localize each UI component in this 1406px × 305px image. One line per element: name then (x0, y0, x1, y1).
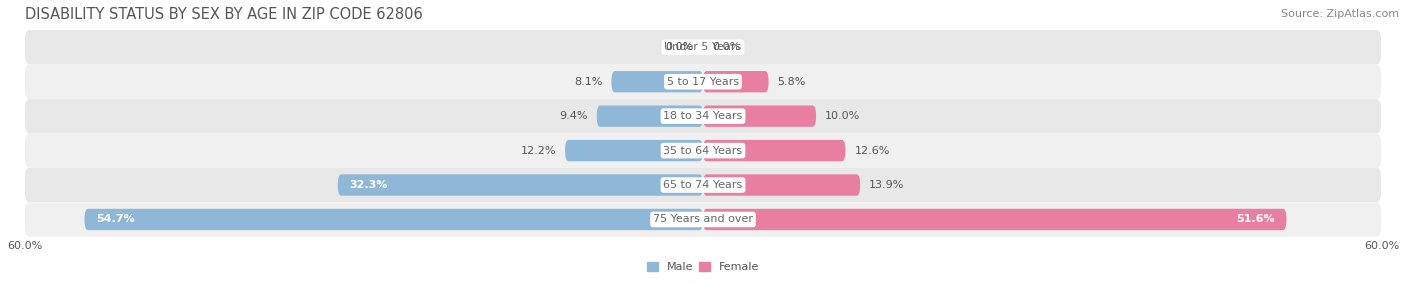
Text: 12.2%: 12.2% (520, 145, 555, 156)
FancyBboxPatch shape (84, 209, 703, 230)
Text: 12.6%: 12.6% (855, 145, 890, 156)
Legend: Male, Female: Male, Female (643, 258, 763, 277)
Text: 5 to 17 Years: 5 to 17 Years (666, 77, 740, 87)
FancyBboxPatch shape (596, 106, 703, 127)
Text: 9.4%: 9.4% (560, 111, 588, 121)
Text: DISABILITY STATUS BY SEX BY AGE IN ZIP CODE 62806: DISABILITY STATUS BY SEX BY AGE IN ZIP C… (24, 7, 422, 22)
Text: 65 to 74 Years: 65 to 74 Years (664, 180, 742, 190)
Text: 0.0%: 0.0% (711, 42, 741, 52)
Text: 10.0%: 10.0% (825, 111, 860, 121)
Text: 5.8%: 5.8% (778, 77, 806, 87)
FancyBboxPatch shape (337, 174, 703, 196)
Text: 18 to 34 Years: 18 to 34 Years (664, 111, 742, 121)
FancyBboxPatch shape (24, 133, 1382, 168)
FancyBboxPatch shape (565, 140, 703, 161)
Text: 8.1%: 8.1% (574, 77, 602, 87)
FancyBboxPatch shape (703, 106, 815, 127)
Text: 51.6%: 51.6% (1236, 214, 1275, 224)
Text: 35 to 64 Years: 35 to 64 Years (664, 145, 742, 156)
FancyBboxPatch shape (703, 71, 769, 92)
FancyBboxPatch shape (24, 168, 1382, 202)
Text: Source: ZipAtlas.com: Source: ZipAtlas.com (1281, 9, 1399, 19)
Text: 0.0%: 0.0% (665, 42, 695, 52)
FancyBboxPatch shape (703, 140, 845, 161)
FancyBboxPatch shape (703, 209, 1286, 230)
Text: 13.9%: 13.9% (869, 180, 904, 190)
Text: Under 5 Years: Under 5 Years (665, 42, 741, 52)
FancyBboxPatch shape (703, 174, 860, 196)
FancyBboxPatch shape (24, 99, 1382, 133)
Text: 75 Years and over: 75 Years and over (652, 214, 754, 224)
FancyBboxPatch shape (24, 30, 1382, 64)
FancyBboxPatch shape (24, 202, 1382, 237)
Text: 54.7%: 54.7% (96, 214, 135, 224)
FancyBboxPatch shape (612, 71, 703, 92)
FancyBboxPatch shape (24, 64, 1382, 99)
Text: 32.3%: 32.3% (349, 180, 388, 190)
